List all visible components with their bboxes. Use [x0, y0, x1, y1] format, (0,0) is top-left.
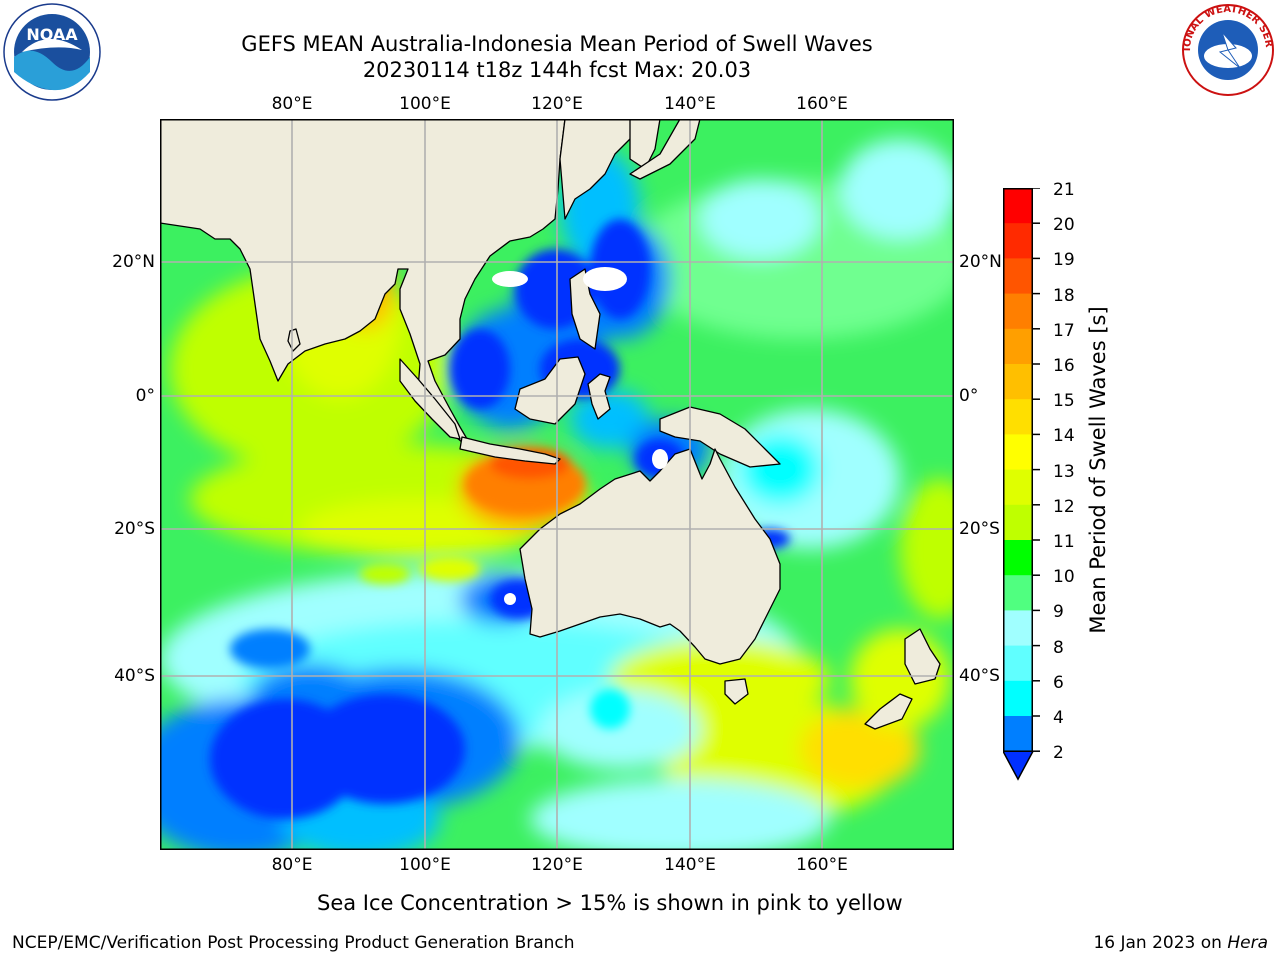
- colorbar-tick-label: 18: [1053, 285, 1075, 306]
- lon-label-bottom-120e: 120°E: [531, 855, 583, 875]
- lon-label-bottom-80e: 80°E: [271, 855, 313, 875]
- lat-label-right-20n: 20°N: [959, 252, 1002, 272]
- colorbar-segment: [1003, 645, 1033, 682]
- lat-label-left-20s: 20°S: [114, 519, 155, 539]
- colorbar-tick-label: 12: [1053, 496, 1075, 517]
- colorbar-tick-label: 19: [1053, 250, 1075, 271]
- credit-right: 16 Jan 2023 on Hera: [1093, 933, 1268, 953]
- lon-label-top-160e: 160°E: [796, 94, 848, 114]
- colorbar-tick-label: 11: [1053, 532, 1075, 552]
- lon-label-top-100e: 100°E: [399, 94, 451, 114]
- lat-label-right-20s: 20°S: [959, 519, 1000, 539]
- colorbar-tick-label: 21: [1053, 180, 1075, 200]
- lat-label-left-40s: 40°S: [114, 666, 155, 686]
- graticule: [160, 119, 954, 850]
- no-data-patches: [492, 267, 668, 605]
- swell-period-map: [160, 119, 954, 850]
- map-frame: [160, 119, 954, 850]
- colorbar-segment: [1003, 469, 1033, 506]
- lat-label-right-40s: 40°S: [959, 666, 1000, 686]
- colorbar-segment: [1003, 399, 1033, 435]
- colorbar-segment: [1003, 223, 1033, 259]
- colorbar-segment: [1003, 575, 1033, 611]
- colorbar-tick-label: 4: [1053, 708, 1064, 728]
- colorbar-tick-label: 17: [1053, 320, 1075, 341]
- colorbar-segment: [1003, 610, 1033, 647]
- lat-label-left-20n: 20°N: [112, 252, 155, 272]
- colorbar-segment: [1003, 540, 1033, 576]
- colorbar-tick-label: 15: [1053, 391, 1075, 412]
- colorbar-segment: [1003, 364, 1033, 400]
- colorbar-tick-label: 13: [1053, 461, 1075, 482]
- colorbar-segment: [1003, 680, 1033, 717]
- colorbar-tick-label: 2: [1053, 743, 1064, 764]
- colorbar-tick-label: 6: [1053, 672, 1064, 693]
- sea-ice-note: Sea Ice Concentration > 15% is shown in …: [317, 891, 903, 915]
- lon-label-top-120e: 120°E: [531, 94, 583, 114]
- lon-label-top-140e: 140°E: [664, 94, 716, 114]
- colorbar-segment: [1003, 258, 1033, 295]
- colorbar: [1003, 188, 1040, 781]
- lon-label-bottom-100e: 100°E: [399, 855, 451, 875]
- svg-text:NOAA: NOAA: [26, 25, 78, 44]
- colorbar-tick-label: 20: [1053, 215, 1075, 236]
- colorbar-tick-label: 10: [1053, 567, 1075, 588]
- credit-date: 16 Jan 2023 on: [1093, 933, 1228, 953]
- colorbar-segment: [1003, 504, 1033, 541]
- colorbar-tick-label: 14: [1053, 426, 1075, 447]
- nws-logo: NATIONAL WEATHER SERVICE: [1178, 2, 1274, 96]
- colorbar-segment: [1003, 188, 1033, 224]
- colorbar-frame: [1003, 188, 1033, 752]
- colorbar-segment: [1003, 328, 1033, 365]
- credit-host: Hera: [1227, 933, 1268, 953]
- lat-label-right-0: 0°: [959, 386, 979, 406]
- lon-label-bottom-160e: 160°E: [796, 855, 848, 875]
- colorbar-title: Mean Period of Swell Waves [s]: [1086, 306, 1110, 634]
- chart-subtitle: 20230114 t18z 144h fcst Max: 20.03: [362, 58, 752, 82]
- colorbar-segment: [1003, 434, 1033, 471]
- colorbar-segment: [1003, 716, 1033, 752]
- lat-label-left-0: 0°: [135, 386, 155, 406]
- land: [160, 119, 941, 730]
- chart-title: GEFS MEAN Australia-Indonesia Mean Perio…: [241, 32, 873, 56]
- lon-label-bottom-140e: 140°E: [664, 855, 716, 875]
- noaa-logo: NOAA: [3, 3, 101, 101]
- colorbar-segment: [1003, 293, 1033, 330]
- lon-label-top-80e: 80°E: [271, 94, 313, 114]
- colorbar-tick-label: 9: [1053, 602, 1064, 623]
- colorbar-tick-label: 16: [1053, 356, 1075, 376]
- colorbar-extension: [1003, 750, 1035, 781]
- colorbar-tick-label: 8: [1053, 637, 1064, 658]
- credit-left: NCEP/EMC/Verification Post Processing Pr…: [12, 933, 575, 953]
